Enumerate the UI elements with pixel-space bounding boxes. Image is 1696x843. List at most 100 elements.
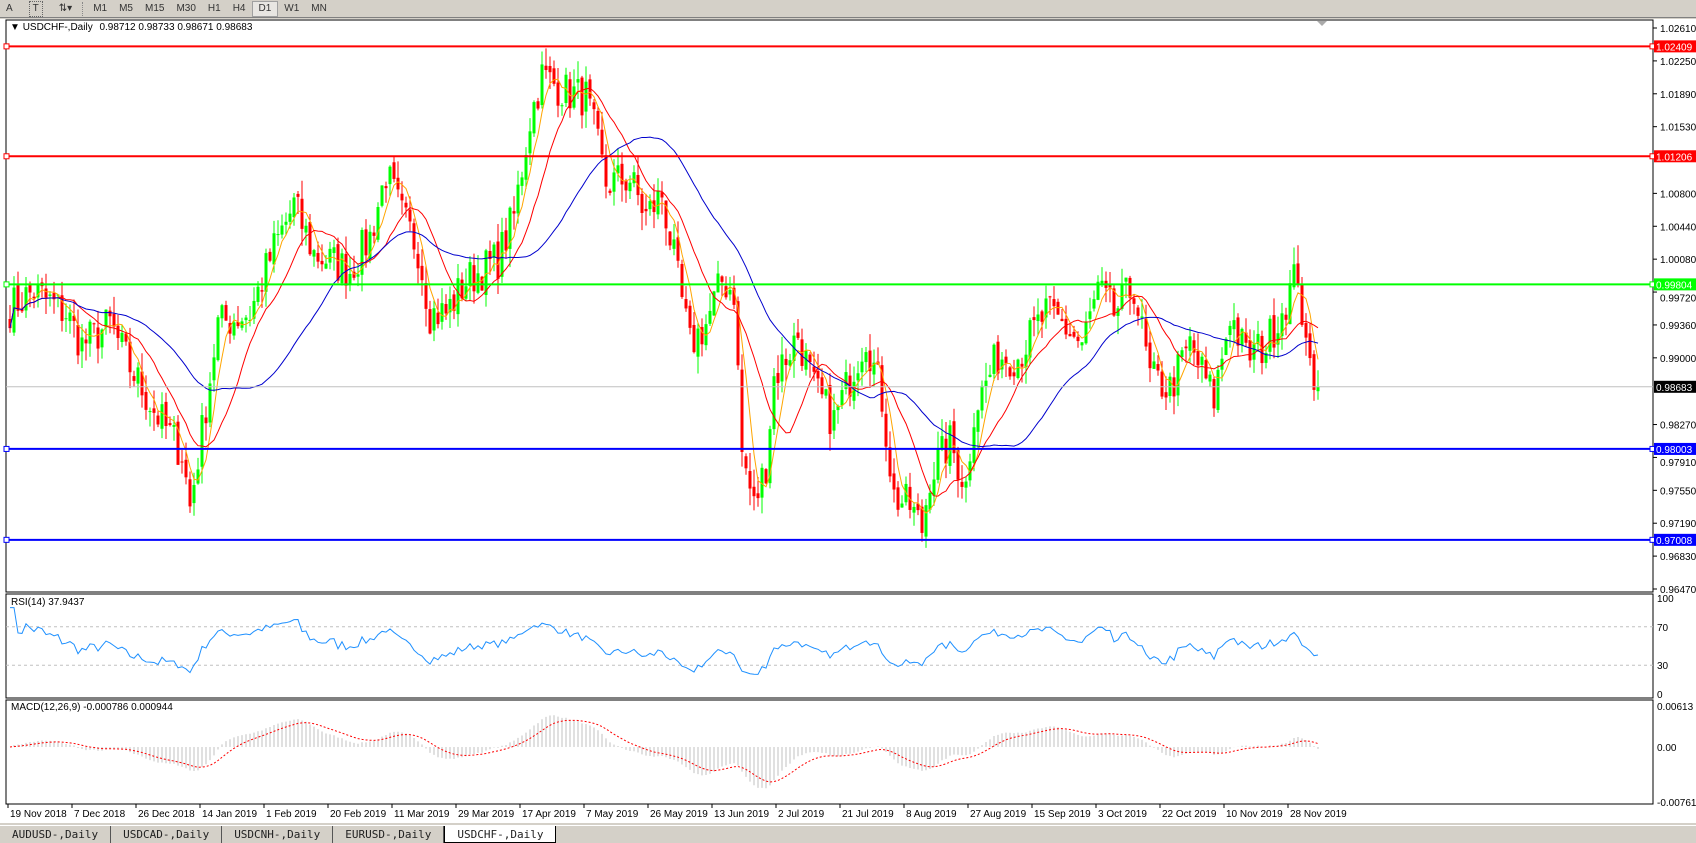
candle-body (992, 344, 996, 374)
candle-body (1112, 288, 1116, 316)
candle-body (496, 241, 500, 279)
candle-body (1268, 318, 1272, 352)
candle-body (676, 237, 680, 261)
candle-body (932, 479, 936, 496)
candle-body (1312, 354, 1316, 390)
candle-body (36, 283, 40, 298)
price-tick-label: 0.96830 (1660, 552, 1696, 563)
tab-usdcnh[interactable]: USDCNH-,Daily (222, 826, 334, 843)
tab-eurusd[interactable]: EURUSD-,Daily (333, 826, 445, 843)
timeframe-m1[interactable]: M1 (93, 3, 108, 14)
candle-body (1164, 392, 1168, 398)
price-tick-label: 0.99360 (1660, 321, 1696, 332)
price-label-bg (1654, 442, 1696, 455)
candle-body (720, 276, 724, 282)
candle-body (268, 251, 272, 261)
macd-axis-label: -0.007612 (1657, 798, 1696, 809)
candle-body (400, 193, 404, 201)
candle-body (672, 239, 676, 249)
candle-body (512, 211, 516, 214)
tab-usdcad[interactable]: USDCAD-,Daily (111, 826, 223, 843)
candle-body (280, 225, 284, 235)
candle-body (124, 333, 128, 342)
candle-body (504, 230, 508, 251)
candle-body (1092, 299, 1096, 309)
candle-body (852, 381, 856, 401)
timeframe-m15[interactable]: M15 (145, 3, 165, 14)
symbol-title: USDCHF-,Daily (22, 22, 93, 33)
candle-body (892, 473, 896, 490)
chart-canvas[interactable]: 1.02610 1.02250 1.01890 1.01530 1.00800 1.004… (0, 19, 1696, 823)
timeframe-m30[interactable]: M30 (176, 3, 196, 14)
date-label: 8 Aug 2019 (906, 809, 957, 820)
line-handle (3, 536, 10, 543)
candle-body (1004, 356, 1008, 364)
price-tick-label: 0.98270 (1660, 421, 1696, 432)
tab-usdchf[interactable]: USDCHF-,Daily (444, 826, 557, 843)
text-tool-a[interactable]: A (6, 3, 13, 14)
candle-body (84, 339, 88, 344)
candle-body (584, 81, 588, 112)
hline-price-label: 1.01206 (1656, 152, 1693, 163)
candle-body (616, 165, 620, 174)
candle-body (856, 373, 860, 381)
chart-window[interactable]: 1.02610 1.02250 1.01890 1.01530 1.00800 1.004… (0, 19, 1696, 823)
timeframe-h1[interactable]: H1 (207, 3, 221, 14)
candle-body (664, 200, 668, 229)
collapse-triangle-icon[interactable]: ▼ (10, 22, 20, 33)
candle-body (248, 319, 252, 321)
candle-body (1028, 320, 1032, 358)
candle-body (420, 265, 424, 281)
candle-body (1152, 361, 1156, 369)
candle-body (1044, 298, 1048, 318)
timeframe-h4[interactable]: H4 (232, 3, 246, 14)
candle-body (452, 294, 456, 312)
macd-histogram (13, 715, 1319, 789)
date-label: 17 Apr 2019 (522, 809, 576, 820)
candle-body (936, 449, 940, 480)
candle-body (28, 285, 32, 293)
timeframe-w1[interactable]: W1 (284, 3, 300, 14)
candle-body (532, 102, 536, 134)
candle-body (836, 405, 840, 411)
candle-body (996, 341, 1000, 374)
date-label: 21 Jul 2019 (842, 809, 894, 820)
date-label: 14 Jan 2019 (202, 809, 257, 820)
candle-body (1052, 299, 1056, 307)
candle-body (1060, 318, 1064, 322)
candle-body (976, 410, 980, 432)
candle-body (320, 260, 324, 265)
timeframe-m5[interactable]: M5 (119, 3, 133, 14)
candle-body (212, 357, 216, 381)
arrows-dropdown-icon[interactable]: ⇅▾ (58, 3, 73, 14)
candle-body (88, 321, 92, 344)
candle-body (1128, 277, 1132, 298)
candle-body (408, 209, 412, 222)
timeframe-d1[interactable]: D1 (251, 0, 279, 17)
candle-body (232, 322, 236, 336)
text-label-tool[interactable]: T (28, 0, 43, 17)
candle-body (1108, 284, 1112, 288)
candle-body (840, 390, 844, 406)
price-tick-label: 0.99720 (1660, 293, 1696, 304)
hline-price-label: 1.02409 (1656, 42, 1693, 53)
candle-body (868, 350, 872, 372)
date-label: 11 Mar 2019 (394, 809, 450, 820)
candle-body (1280, 313, 1284, 337)
candle-body (128, 341, 132, 373)
candle-body (224, 305, 228, 321)
candle-body (76, 324, 80, 356)
candle-body (824, 389, 828, 396)
tab-audusd[interactable]: AUDUSD-,Daily (0, 826, 112, 843)
candle-body (508, 207, 512, 249)
timeframe-mn[interactable]: MN (311, 3, 327, 14)
candle-body (548, 66, 552, 73)
candle-body (944, 438, 948, 464)
candle-body (668, 231, 672, 246)
date-label: 22 Oct 2019 (1162, 809, 1217, 820)
rsi-axis-label: 30 (1657, 661, 1669, 672)
candle-body (736, 301, 740, 366)
candle-body (388, 166, 392, 185)
candle-body (492, 244, 496, 258)
candle-body (692, 324, 696, 353)
